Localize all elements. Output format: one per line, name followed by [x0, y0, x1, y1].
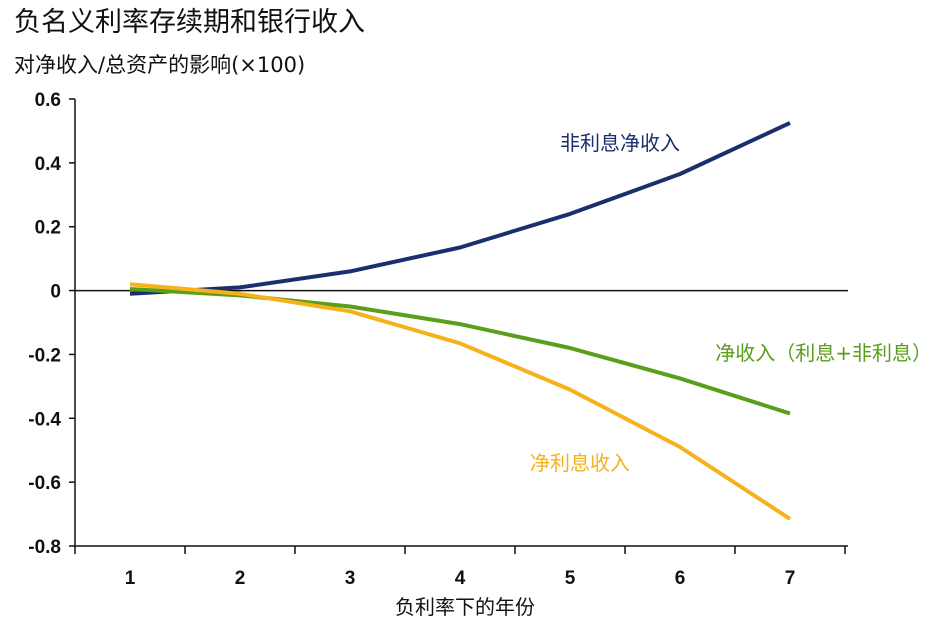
y-tick-label: -0.6 — [28, 473, 61, 494]
chart-subtitle: 对净收入/总资产的影响(×100) — [14, 53, 306, 77]
y-tick-label: 0.2 — [35, 218, 61, 239]
series-label: 净收入（利息+非利息） — [715, 341, 932, 365]
x-tick-label: 6 — [675, 568, 686, 589]
x-tick-label: 7 — [785, 568, 796, 589]
chart-title: 负名义利率存续期和银行收入 — [14, 7, 365, 38]
y-tick-label: -0.4 — [28, 409, 61, 430]
x-tick-label: 3 — [345, 568, 356, 589]
x-axis-label: 负利率下的年份 — [395, 595, 535, 619]
x-tick-label: 4 — [455, 568, 466, 589]
x-tick-label: 2 — [235, 568, 246, 589]
y-tick-label: -0.8 — [28, 537, 61, 558]
series-line-net-interest-income — [129, 282, 792, 521]
y-tick-label: 0.6 — [35, 90, 61, 111]
series-line-non-interest-income — [129, 121, 791, 296]
y-tick-label: 0 — [50, 282, 61, 303]
y-tick-label: -0.2 — [28, 345, 61, 366]
series-label: 净利息收入 — [530, 451, 630, 475]
series-label: 非利息净收入 — [560, 131, 680, 155]
x-tick-label: 1 — [125, 568, 136, 589]
x-tick-label: 5 — [565, 568, 576, 589]
y-tick-label: 0.4 — [35, 154, 62, 175]
series-line-net-income — [129, 287, 791, 416]
